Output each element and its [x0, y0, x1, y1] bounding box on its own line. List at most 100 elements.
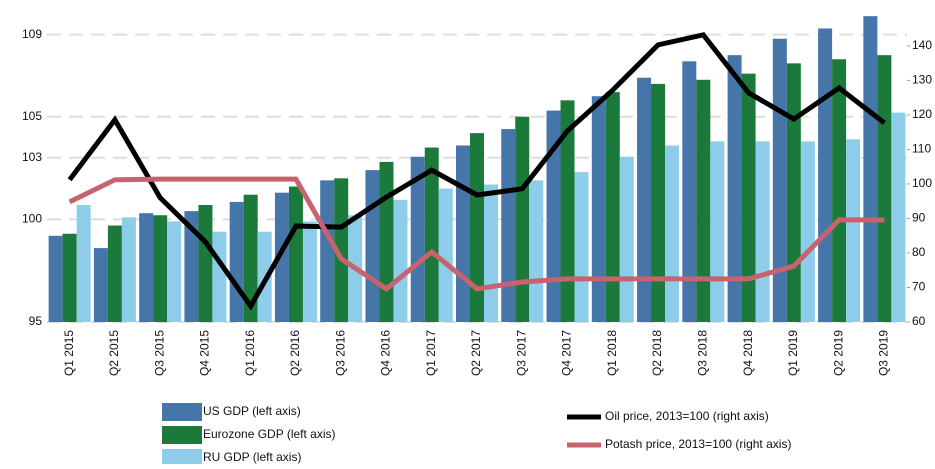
bar [334, 178, 349, 322]
legend-label: US GDP (left axis) [203, 404, 301, 418]
y2-tick-label: 100 [912, 176, 932, 190]
x-tick-label: Q1 2016 [243, 330, 257, 376]
legend-swatch [162, 426, 202, 444]
bar [365, 170, 380, 322]
bar [243, 194, 258, 322]
bar [167, 221, 182, 322]
bar [591, 96, 606, 322]
bar [891, 112, 906, 322]
x-tick-label: Q4 2016 [379, 330, 393, 376]
bar [424, 147, 439, 322]
bar [710, 141, 725, 322]
x-tick-label: Q4 2015 [198, 330, 212, 376]
bar [619, 156, 634, 322]
bar [665, 145, 680, 322]
bar [741, 73, 756, 322]
y-tick-label: 105 [22, 109, 42, 123]
bar [877, 55, 892, 322]
y2-tick-label: 140 [912, 38, 932, 52]
bar [682, 61, 697, 322]
bar [139, 213, 154, 322]
y-tick-label: 100 [22, 212, 42, 226]
bar [212, 231, 227, 322]
y2-tick-label: 130 [912, 73, 932, 87]
x-tick-label: Q2 2018 [650, 330, 664, 376]
bar [393, 199, 408, 322]
bar [288, 186, 303, 322]
y2-tick-label: 110 [912, 142, 931, 156]
bar [153, 215, 168, 322]
bar [832, 59, 847, 323]
bar [560, 100, 575, 322]
legend-label: Oil price, 2013=100 (right axis) [605, 409, 769, 423]
y2-tick-label: 120 [912, 107, 932, 121]
bar [786, 63, 801, 323]
bar [107, 225, 122, 322]
legend-label: Potash price, 2013=100 (right axis) [605, 437, 791, 451]
x-tick-label: Q3 2015 [152, 330, 166, 376]
x-tick-label: Q3 2016 [333, 330, 347, 376]
bar [846, 139, 861, 322]
bar [93, 248, 108, 322]
x-tick-label: Q2 2015 [107, 330, 121, 376]
bar [755, 141, 770, 322]
bar [48, 235, 63, 322]
y2-tick-label: 60 [912, 314, 926, 328]
x-tick-label: Q1 2018 [605, 330, 619, 376]
bar [605, 92, 620, 323]
legend-swatch [162, 403, 202, 421]
bar [515, 116, 530, 322]
bar [651, 83, 666, 322]
x-tick-label: Q1 2019 [786, 330, 800, 376]
bar [863, 16, 878, 322]
x-tick-label: Q1 2017 [424, 330, 438, 376]
x-tick-label: Q3 2019 [877, 330, 891, 376]
bar [501, 129, 516, 322]
bar [302, 221, 317, 322]
bar [76, 205, 91, 322]
legend-label: Eurozone GDP (left axis) [203, 427, 336, 441]
bar [772, 38, 787, 322]
y2-tick-label: 90 [912, 211, 926, 225]
y2-tick-label: 70 [912, 280, 926, 294]
bar [470, 133, 484, 322]
bar [62, 233, 77, 322]
bar [121, 217, 136, 322]
x-tick-label: Q4 2018 [741, 330, 755, 376]
bar [438, 188, 453, 322]
bar [529, 180, 544, 322]
bar [184, 211, 199, 322]
x-tick-label: Q2 2019 [831, 330, 845, 376]
line [68, 176, 885, 292]
bar [456, 145, 470, 322]
bar [574, 172, 589, 322]
bar [800, 141, 815, 322]
bar [484, 184, 498, 322]
line [67, 32, 886, 311]
bar [320, 180, 335, 322]
x-tick-label: Q2 2017 [469, 330, 483, 376]
bar [229, 201, 244, 322]
bar [198, 205, 213, 322]
y2-tick-label: 80 [912, 245, 926, 259]
y-tick-label: 103 [22, 150, 42, 164]
x-tick-label: Q2 2016 [288, 330, 302, 376]
bar [274, 192, 289, 322]
x-tick-label: Q3 2018 [695, 330, 709, 376]
bar [379, 161, 394, 322]
legend-swatch [162, 449, 202, 467]
x-tick-label: Q3 2017 [514, 330, 528, 376]
x-tick-label: Q4 2017 [560, 330, 574, 376]
y-tick-label: 109 [22, 27, 42, 41]
legend-label: RU GDP (left axis) [203, 450, 301, 464]
bar [410, 156, 425, 322]
bar [637, 77, 652, 322]
bar [696, 79, 711, 322]
bar [546, 110, 561, 322]
x-tick-label: Q1 2015 [62, 330, 76, 376]
bar [727, 55, 742, 322]
y-tick-label: 95 [29, 314, 43, 328]
bar [818, 28, 833, 322]
